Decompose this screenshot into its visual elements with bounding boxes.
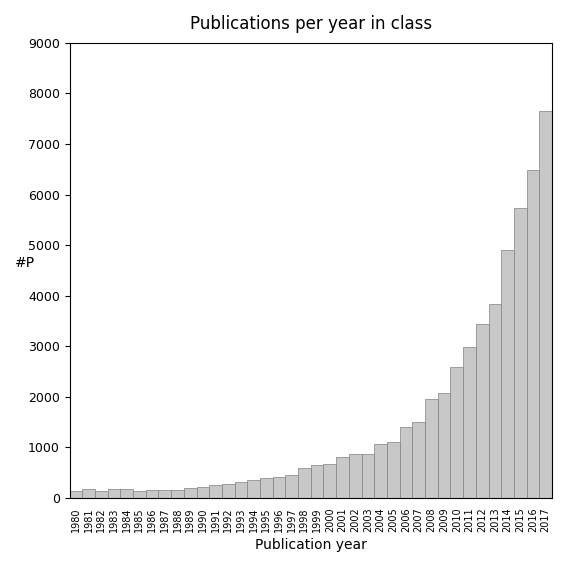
Bar	[501, 250, 514, 498]
Bar	[374, 444, 387, 498]
Bar	[539, 111, 552, 498]
Bar	[197, 487, 209, 498]
Bar	[450, 366, 463, 498]
Bar	[362, 454, 374, 498]
Bar	[158, 490, 171, 498]
Bar	[489, 304, 501, 498]
Y-axis label: #P: #P	[15, 256, 35, 270]
Bar	[336, 457, 349, 498]
Title: Publications per year in class: Publications per year in class	[190, 15, 432, 33]
Bar	[349, 454, 362, 498]
Bar	[387, 442, 400, 498]
Bar	[412, 422, 425, 498]
Bar	[311, 465, 324, 498]
Bar	[298, 468, 311, 498]
Bar	[120, 489, 133, 498]
Bar	[70, 491, 82, 498]
Bar	[171, 490, 184, 498]
Bar	[235, 483, 247, 498]
Bar	[425, 399, 438, 498]
Bar	[82, 489, 95, 498]
Bar	[222, 484, 235, 498]
Bar	[184, 488, 197, 498]
Bar	[95, 492, 108, 498]
Bar	[514, 208, 527, 498]
Bar	[133, 491, 146, 498]
Bar	[247, 480, 260, 498]
Bar	[400, 427, 412, 498]
Bar	[285, 475, 298, 498]
Bar	[438, 393, 450, 498]
Bar	[273, 477, 285, 498]
Bar	[260, 478, 273, 498]
Bar	[108, 489, 120, 498]
X-axis label: Publication year: Publication year	[255, 538, 367, 552]
Bar	[324, 464, 336, 498]
Bar	[146, 490, 158, 498]
Bar	[209, 485, 222, 498]
Bar	[463, 347, 476, 498]
Bar	[476, 324, 489, 498]
Bar	[527, 170, 539, 498]
